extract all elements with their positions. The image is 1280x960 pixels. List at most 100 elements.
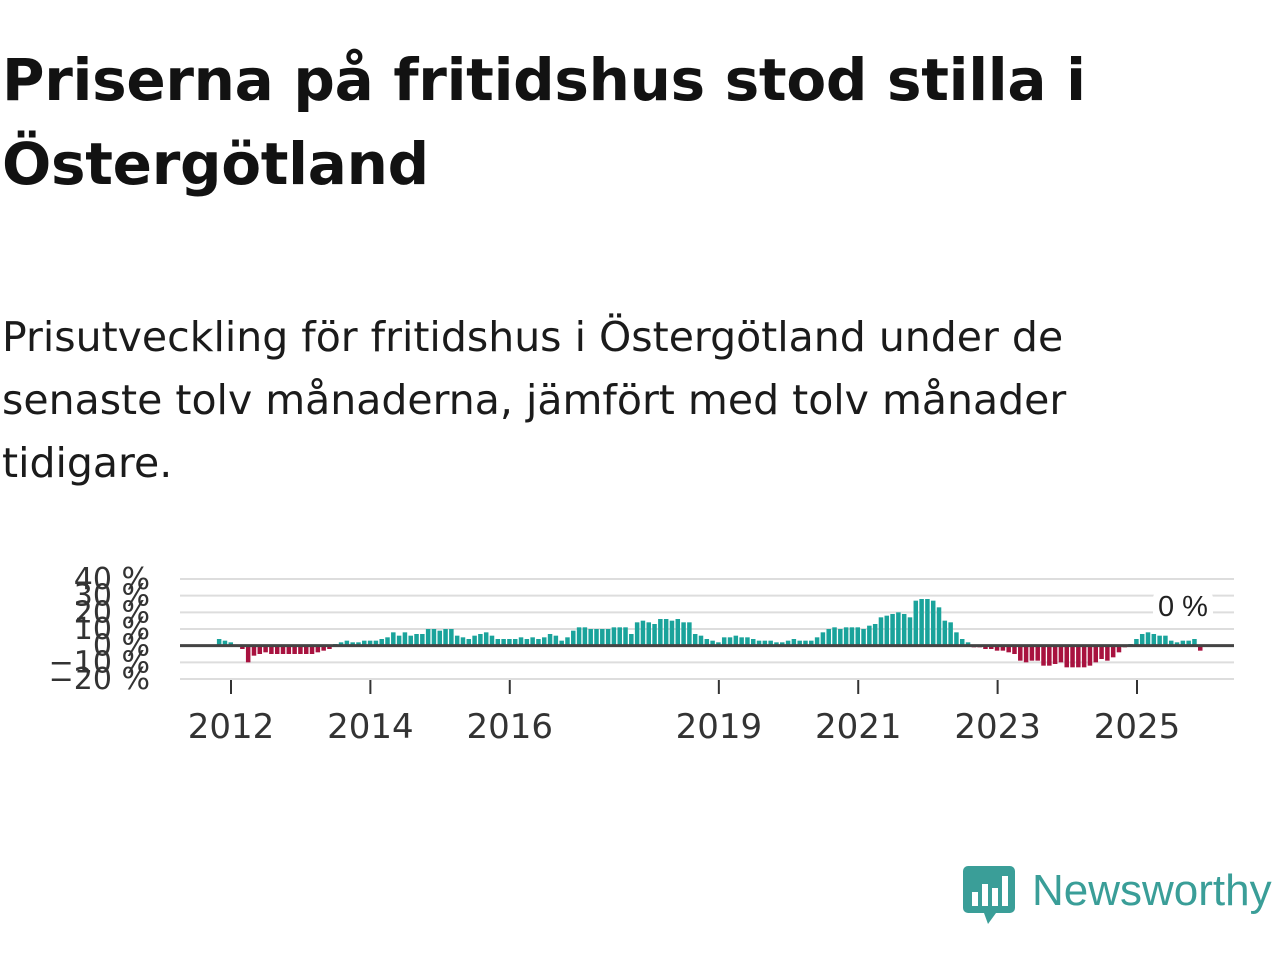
bar bbox=[478, 634, 483, 646]
bar bbox=[571, 630, 576, 646]
bar bbox=[600, 629, 605, 646]
bar bbox=[634, 622, 640, 646]
bar bbox=[576, 627, 582, 646]
bar bbox=[588, 629, 593, 646]
bar bbox=[849, 627, 855, 646]
bar bbox=[867, 625, 872, 646]
bar bbox=[791, 639, 797, 646]
bar bbox=[356, 642, 361, 646]
page-subtitle: Prisutveckling för fritidshus i Östergöt… bbox=[2, 313, 1067, 487]
bar bbox=[303, 645, 309, 654]
bar bbox=[855, 627, 860, 646]
bar bbox=[321, 645, 326, 651]
bar bbox=[1192, 639, 1197, 646]
bar bbox=[454, 635, 460, 646]
bar bbox=[1093, 645, 1099, 663]
x-tick-label: 2021 bbox=[815, 707, 902, 747]
bar bbox=[774, 642, 779, 646]
bar bbox=[878, 617, 884, 646]
bar bbox=[396, 635, 402, 646]
bar bbox=[1012, 645, 1017, 654]
bar bbox=[727, 637, 733, 646]
bar-chart: −20 %−10 %0 %10 %20 %30 %40 % 2012 2014 20… bbox=[49, 562, 1234, 747]
bar bbox=[594, 629, 599, 646]
y-tick-label: 20 % bbox=[74, 595, 150, 630]
y-tick-label: 40 % bbox=[74, 562, 150, 597]
page-title: Priserna på fritidshus stod stilla i Öst… bbox=[2, 46, 1086, 198]
bar bbox=[1087, 645, 1093, 666]
bar bbox=[1041, 645, 1046, 666]
bar bbox=[216, 639, 222, 646]
bar bbox=[292, 645, 297, 654]
bar bbox=[1139, 634, 1145, 646]
bar bbox=[942, 620, 948, 646]
bar bbox=[245, 645, 251, 663]
bar bbox=[936, 607, 942, 646]
bar bbox=[512, 639, 518, 646]
bar bbox=[385, 637, 390, 646]
bar bbox=[466, 639, 472, 646]
bar bbox=[298, 645, 303, 654]
x-tick-label: 2012 bbox=[188, 707, 275, 747]
bar bbox=[1064, 645, 1069, 668]
x-tick-label: 2016 bbox=[467, 707, 554, 747]
bar bbox=[559, 640, 564, 646]
bar bbox=[954, 632, 959, 646]
bar bbox=[1081, 645, 1087, 668]
bar bbox=[1198, 645, 1203, 651]
bars bbox=[216, 599, 1203, 668]
bar bbox=[872, 624, 878, 646]
bar bbox=[1163, 635, 1168, 646]
bar bbox=[536, 639, 541, 646]
bar bbox=[379, 639, 384, 646]
bar bbox=[286, 645, 292, 654]
bar bbox=[1099, 645, 1104, 659]
bar bbox=[640, 620, 646, 646]
bar bbox=[309, 645, 315, 654]
bar bbox=[913, 600, 919, 646]
bar bbox=[762, 640, 768, 646]
bar bbox=[629, 634, 634, 646]
x-tick-label: 2023 bbox=[954, 707, 1041, 747]
bar bbox=[1157, 635, 1162, 646]
bar bbox=[785, 640, 791, 646]
bar bbox=[402, 632, 408, 646]
bar bbox=[716, 642, 721, 646]
bar bbox=[803, 640, 808, 646]
bar bbox=[362, 640, 367, 646]
brand-logo: Newsworthy bbox=[962, 864, 1280, 928]
bar bbox=[692, 634, 698, 646]
bar bbox=[263, 645, 268, 653]
bar bbox=[826, 629, 831, 646]
bar bbox=[257, 645, 263, 654]
bar bbox=[750, 639, 756, 646]
bar bbox=[733, 635, 739, 646]
bar bbox=[582, 627, 588, 646]
bar bbox=[838, 629, 843, 646]
bar bbox=[710, 640, 715, 646]
bar bbox=[948, 622, 953, 646]
bar bbox=[1018, 645, 1023, 661]
bar bbox=[449, 629, 454, 646]
bar bbox=[425, 629, 431, 646]
bar bbox=[780, 642, 785, 646]
bar bbox=[652, 624, 657, 646]
bar bbox=[443, 629, 448, 646]
y-tick-label: −20 % bbox=[49, 662, 150, 697]
bar bbox=[483, 632, 489, 646]
bar bbox=[1052, 645, 1058, 664]
bar bbox=[251, 645, 257, 656]
bar bbox=[745, 637, 750, 646]
annotation-label: 0 % bbox=[1158, 591, 1208, 623]
brand-name: Newsworthy bbox=[1032, 866, 1272, 915]
bar bbox=[530, 637, 535, 646]
bar bbox=[280, 645, 286, 654]
bar bbox=[896, 612, 901, 646]
bar bbox=[350, 642, 355, 646]
bar bbox=[1134, 639, 1139, 646]
bar bbox=[675, 619, 681, 646]
bar bbox=[1110, 645, 1116, 658]
bar bbox=[1186, 640, 1191, 646]
bar bbox=[367, 640, 373, 646]
bar bbox=[1105, 645, 1110, 661]
